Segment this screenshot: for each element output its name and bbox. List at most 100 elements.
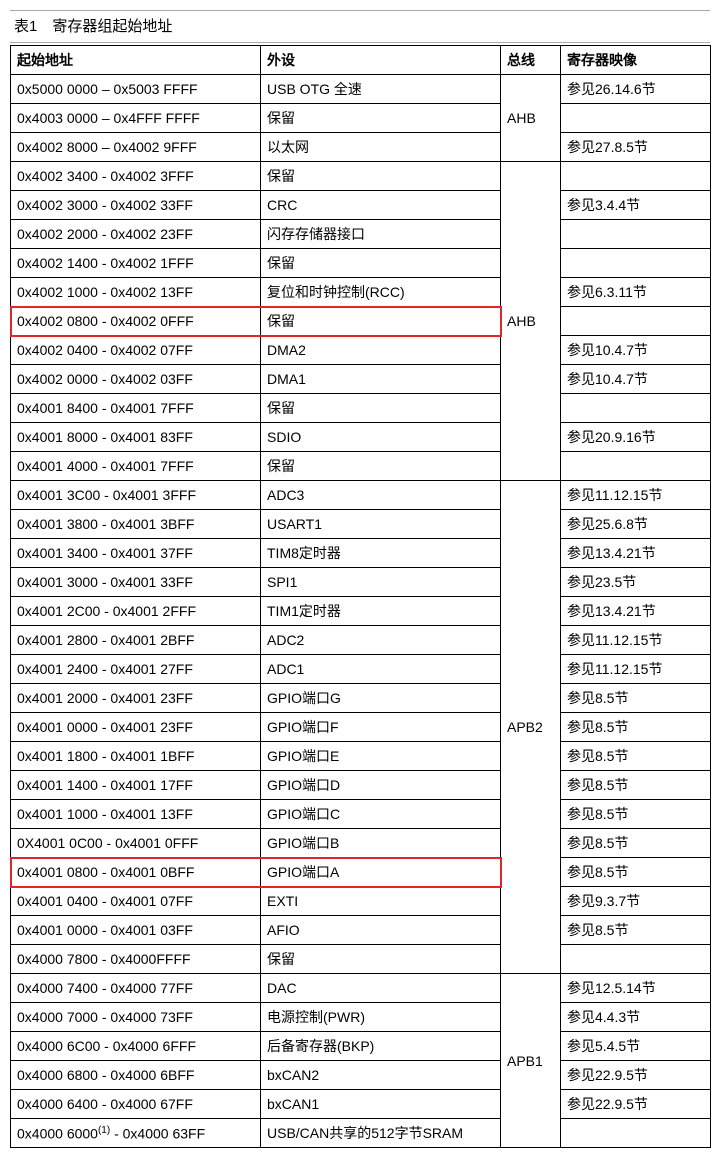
cell-map: 参见13.4.21节 [561,539,711,568]
cell-map: 参见5.4.5节 [561,1032,711,1061]
cell-peripheral: DMA2 [261,336,501,365]
table-header-row: 起始地址 外设 总线 寄存器映像 [11,46,711,75]
table-row: 0x4002 1000 - 0x4002 13FF复位和时钟控制(RCC)参见6… [11,278,711,307]
cell-address: 0x5000 0000 – 0x5003 FFFF [11,75,261,104]
cell-peripheral: GPIO端口B [261,829,501,858]
cell-address: 0x4002 3000 - 0x4002 33FF [11,191,261,220]
cell-map: 参见27.8.5节 [561,133,711,162]
cell-map: 参见10.4.7节 [561,336,711,365]
table-row: 0x4002 3000 - 0x4002 33FFCRC参见3.4.4节 [11,191,711,220]
cell-map: 参见13.4.21节 [561,597,711,626]
cell-peripheral: USB/CAN共享的512字节SRAM [261,1119,501,1148]
table-row: 0x4001 0000 - 0x4001 23FFGPIO端口F参见8.5节 [11,713,711,742]
table-row: 0x4001 1800 - 0x4001 1BFFGPIO端口E参见8.5节 [11,742,711,771]
table-row: 0x4000 7800 - 0x4000FFFF保留 [11,945,711,974]
cell-peripheral: USB OTG 全速 [261,75,501,104]
table-row: 0x4000 7000 - 0x4000 73FF电源控制(PWR)参见4.4.… [11,1003,711,1032]
cell-address: 0x4001 3000 - 0x4001 33FF [11,568,261,597]
table-row: 0x4001 2400 - 0x4001 27FFADC1参见11.12.15节 [11,655,711,684]
cell-map: 参见8.5节 [561,800,711,829]
cell-address: 0x4001 0800 - 0x4001 0BFF [11,858,261,887]
cell-map [561,1119,711,1148]
cell-peripheral: GPIO端口A [261,858,501,887]
col-address: 起始地址 [11,46,261,75]
table-row: 0x4002 8000 – 0x4002 9FFF以太网参见27.8.5节 [11,133,711,162]
cell-map: 参见10.4.7节 [561,365,711,394]
cell-map: 参见22.9.5节 [561,1090,711,1119]
cell-peripheral: GPIO端口F [261,713,501,742]
cell-peripheral: TIM8定时器 [261,539,501,568]
cell-map: 参见11.12.15节 [561,481,711,510]
table-row: 0x4001 0400 - 0x4001 07FFEXTI参见9.3.7节 [11,887,711,916]
cell-map: 参见20.9.16节 [561,423,711,452]
table-row: 0x4002 0800 - 0x4002 0FFF保留 [11,307,711,336]
cell-address: 0x4000 6000(1) - 0x4000 63FF [11,1119,261,1148]
cell-map: 参见25.6.8节 [561,510,711,539]
table-row: 0x4001 2C00 - 0x4001 2FFFTIM1定时器参见13.4.2… [11,597,711,626]
cell-map [561,945,711,974]
cell-map [561,249,711,278]
cell-address: 0x4002 1400 - 0x4002 1FFF [11,249,261,278]
table-row: 0x4001 1400 - 0x4001 17FFGPIO端口D 参见8.5节 [11,771,711,800]
cell-map: 参见11.12.15节 [561,626,711,655]
cell-address: 0x4001 3C00 - 0x4001 3FFF [11,481,261,510]
table-wrapper: 起始地址 外设 总线 寄存器映像 0x5000 0000 – 0x5003 FF… [10,45,710,1148]
cell-bus: AHB [501,75,561,162]
cell-address: 0x4000 7800 - 0x4000FFFF [11,945,261,974]
cell-peripheral: 保留 [261,104,501,133]
table-row: 0x4001 3C00 - 0x4001 3FFFADC3APB2参见11.12… [11,481,711,510]
cell-peripheral: 复位和时钟控制(RCC) [261,278,501,307]
table-row: 0x4001 3000 - 0x4001 33FFSPI1参见23.5节 [11,568,711,597]
table-row: 0x4001 0800 - 0x4001 0BFFGPIO端口A 参见8.5节 [11,858,711,887]
cell-map [561,220,711,249]
cell-peripheral: 保留 [261,394,501,423]
col-bus: 总线 [501,46,561,75]
table-row: 0x4002 3400 - 0x4002 3FFF保留AHB [11,162,711,191]
cell-peripheral: 保留 [261,162,501,191]
table-row: 0x4000 6000(1) - 0x4000 63FFUSB/CAN共享的51… [11,1119,711,1148]
cell-map: 参见12.5.14节 [561,974,711,1003]
table-row: 0x4002 2000 - 0x4002 23FF闪存存储器接口 [11,220,711,249]
table-row: 0x4000 6C00 - 0x4000 6FFF后备寄存器(BKP)参见5.4… [11,1032,711,1061]
cell-peripheral: DAC [261,974,501,1003]
cell-address: 0x4001 1400 - 0x4001 17FF [11,771,261,800]
cell-peripheral: GPIO端口E [261,742,501,771]
cell-map: 参见8.5节 [561,829,711,858]
cell-peripheral: GPIO端口G [261,684,501,713]
cell-map [561,307,711,336]
cell-peripheral: bxCAN1 [261,1090,501,1119]
cell-peripheral: AFIO [261,916,501,945]
cell-map: 参见8.5节 [561,771,711,800]
cell-address: 0x4001 4000 - 0x4001 7FFF [11,452,261,481]
cell-peripheral: 保留 [261,452,501,481]
cell-address: 0x4001 2000 - 0x4001 23FF [11,684,261,713]
cell-map: 参见23.5节 [561,568,711,597]
cell-address: 0x4001 3400 - 0x4001 37FF [11,539,261,568]
cell-address: 0x4002 0800 - 0x4002 0FFF [11,307,261,336]
cell-map: 参见11.12.15节 [561,655,711,684]
cell-peripheral: ADC2 [261,626,501,655]
cell-address: 0x4002 2000 - 0x4002 23FF [11,220,261,249]
cell-address: 0x4000 7400 - 0x4000 77FF [11,974,261,1003]
cell-address: 0x4002 1000 - 0x4002 13FF [11,278,261,307]
cell-peripheral: bxCAN2 [261,1061,501,1090]
cell-address: 0x4001 2C00 - 0x4001 2FFF [11,597,261,626]
table-row: 0x4001 8000 - 0x4001 83FFSDIO参见20.9.16节 [11,423,711,452]
table-row: 0x4001 3800 - 0x4001 3BFFUSART1参见25.6.8节 [11,510,711,539]
col-map: 寄存器映像 [561,46,711,75]
cell-peripheral: EXTI [261,887,501,916]
cell-peripheral: ADC1 [261,655,501,684]
cell-address: 0x4002 0400 - 0x4002 07FF [11,336,261,365]
col-peripheral: 外设 [261,46,501,75]
cell-map: 参见8.5节 [561,916,711,945]
cell-address: 0x4000 6C00 - 0x4000 6FFF [11,1032,261,1061]
table-row: 0x4000 7400 - 0x4000 77FFDACAPB1参见12.5.1… [11,974,711,1003]
table-caption: 表1 寄存器组起始地址 [10,10,710,43]
cell-address: 0x4001 0000 - 0x4001 03FF [11,916,261,945]
cell-peripheral: GPIO端口D [261,771,501,800]
cell-map: 参见9.3.7节 [561,887,711,916]
cell-peripheral: USART1 [261,510,501,539]
cell-address: 0x4002 3400 - 0x4002 3FFF [11,162,261,191]
table-row: 0x4000 6800 - 0x4000 6BFFbxCAN2参见22.9.5节 [11,1061,711,1090]
cell-map: 参见8.5节 [561,858,711,887]
